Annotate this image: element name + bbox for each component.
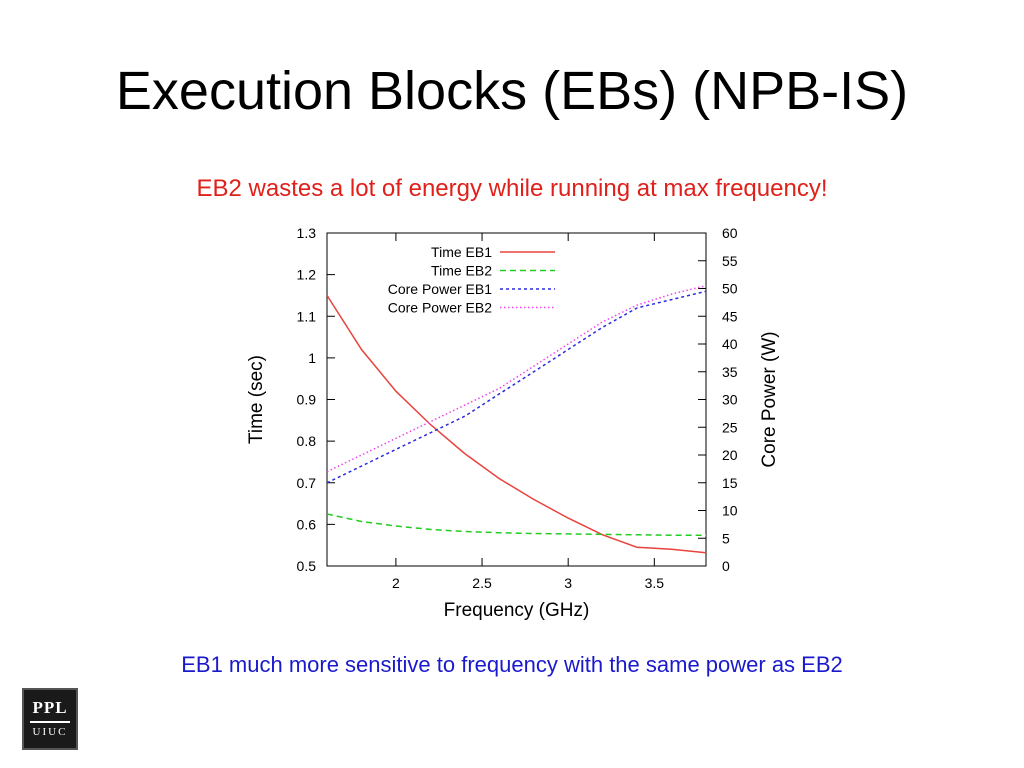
y2-tick-label: 30	[722, 392, 738, 408]
x-axis-label: Frequency (GHz)	[444, 600, 590, 621]
x-tick-label: 2.5	[472, 575, 492, 591]
y2-tick-label: 40	[722, 336, 738, 352]
y-tick-label: 1.1	[297, 308, 317, 324]
legend-label: Time EB2	[431, 263, 492, 279]
y-tick-label: 0.9	[297, 392, 317, 408]
series-line-3	[326, 290, 707, 484]
slide-caption: EB1 much more sensitive to frequency wit…	[181, 652, 843, 677]
slide-subtitle: EB2 wastes a lot of energy while running…	[196, 175, 828, 202]
y2-tick-label: 35	[722, 364, 738, 380]
y2-tick-label: 55	[722, 253, 738, 269]
ppl-uiuc-logo: PPL UIUC	[22, 688, 78, 750]
y2-tick-label: 25	[722, 419, 738, 435]
y2-tick-label: 15	[722, 475, 738, 491]
x-tick-label: 3	[564, 575, 572, 591]
x-tick-label: 2	[392, 575, 400, 591]
y2-axis-label: Core Power (W)	[759, 331, 780, 467]
y-tick-label: 1	[308, 350, 316, 366]
y-tick-label: 1.2	[297, 267, 317, 283]
series-line-4	[326, 284, 707, 473]
series-line-1	[326, 294, 707, 554]
legend-label: Core Power EB1	[388, 281, 492, 297]
y-tick-label: 0.5	[297, 558, 317, 574]
y2-tick-label: 0	[722, 558, 730, 574]
slide-title: Execution Blocks (EBs) (NPB-IS)	[115, 61, 909, 121]
y-tick-label: 0.8	[297, 433, 317, 449]
series-line-2	[326, 513, 706, 536]
logo-divider	[30, 721, 70, 723]
y2-tick-label: 45	[722, 308, 738, 324]
legend-label: Core Power EB2	[388, 300, 492, 316]
x-tick-label: 3.5	[645, 575, 665, 591]
y2-tick-label: 20	[722, 447, 738, 463]
y-tick-label: 0.7	[297, 475, 317, 491]
y2-tick-label: 50	[722, 281, 738, 297]
y2-tick-label: 5	[722, 530, 730, 546]
y-tick-label: 1.3	[297, 225, 317, 241]
legend-label: Time EB1	[431, 244, 492, 260]
y2-tick-label: 60	[722, 225, 738, 241]
logo-text-bottom: UIUC	[32, 726, 68, 738]
y-tick-label: 0.6	[297, 516, 317, 532]
plot-frame	[326, 232, 707, 567]
y2-tick-label: 10	[722, 503, 738, 519]
line-chart: 0.5 0.6 0.7 0.8 0.9 1 1.1 1.2 1.3 0 5 10 15 20 25 30 35 4…	[246, 225, 780, 621]
y-axis-label: Time (sec)	[246, 355, 267, 444]
logo-text-top: PPL	[32, 698, 68, 717]
